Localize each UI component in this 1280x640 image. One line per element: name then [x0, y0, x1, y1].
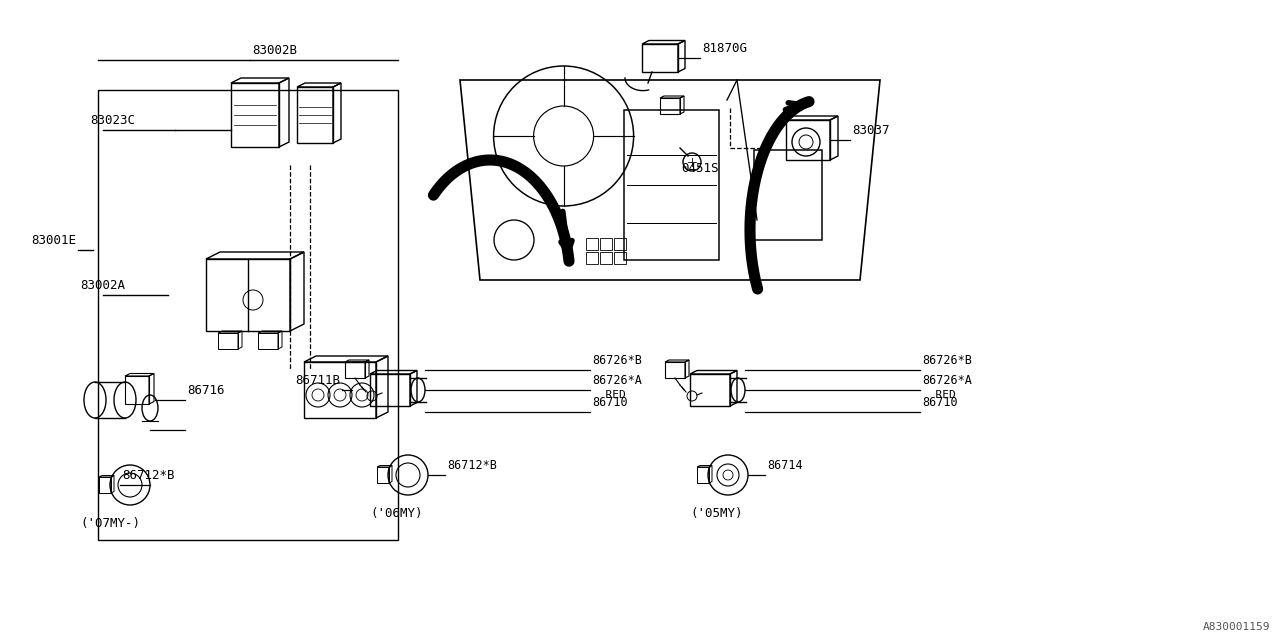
- Text: A830001159: A830001159: [1202, 622, 1270, 632]
- Text: 86710: 86710: [922, 396, 957, 409]
- Text: RED: RED: [922, 390, 956, 400]
- Bar: [600, 238, 612, 250]
- Text: 83002B: 83002B: [252, 44, 297, 57]
- Bar: [586, 252, 599, 264]
- Text: 86711B: 86711B: [294, 374, 340, 387]
- Text: 83002A: 83002A: [79, 279, 125, 292]
- Text: RED: RED: [591, 390, 626, 400]
- Text: 83023C: 83023C: [90, 114, 134, 127]
- Text: ('07MY-): ('07MY-): [79, 517, 140, 530]
- Text: 0451S: 0451S: [681, 162, 719, 175]
- Bar: [614, 252, 626, 264]
- Text: 83001E: 83001E: [31, 234, 76, 247]
- Text: 86726*A: 86726*A: [922, 374, 972, 387]
- Bar: [754, 150, 822, 240]
- Bar: [625, 110, 719, 260]
- Bar: [99, 90, 398, 540]
- Text: 86712*B: 86712*B: [447, 459, 497, 472]
- Bar: [600, 252, 612, 264]
- Text: 86714: 86714: [767, 459, 803, 472]
- Text: 83037: 83037: [852, 124, 890, 137]
- Text: 86726*B: 86726*B: [591, 354, 641, 367]
- Bar: [614, 238, 626, 250]
- Text: 86726*B: 86726*B: [922, 354, 972, 367]
- Text: 86712*B: 86712*B: [122, 469, 174, 482]
- Text: ('05MY): ('05MY): [690, 507, 742, 520]
- Text: 81870G: 81870G: [701, 42, 748, 55]
- Text: 86710: 86710: [591, 396, 627, 409]
- Text: 86726*A: 86726*A: [591, 374, 641, 387]
- Text: ('06MY): ('06MY): [370, 507, 422, 520]
- Bar: [586, 238, 599, 250]
- Text: 86716: 86716: [187, 384, 224, 397]
